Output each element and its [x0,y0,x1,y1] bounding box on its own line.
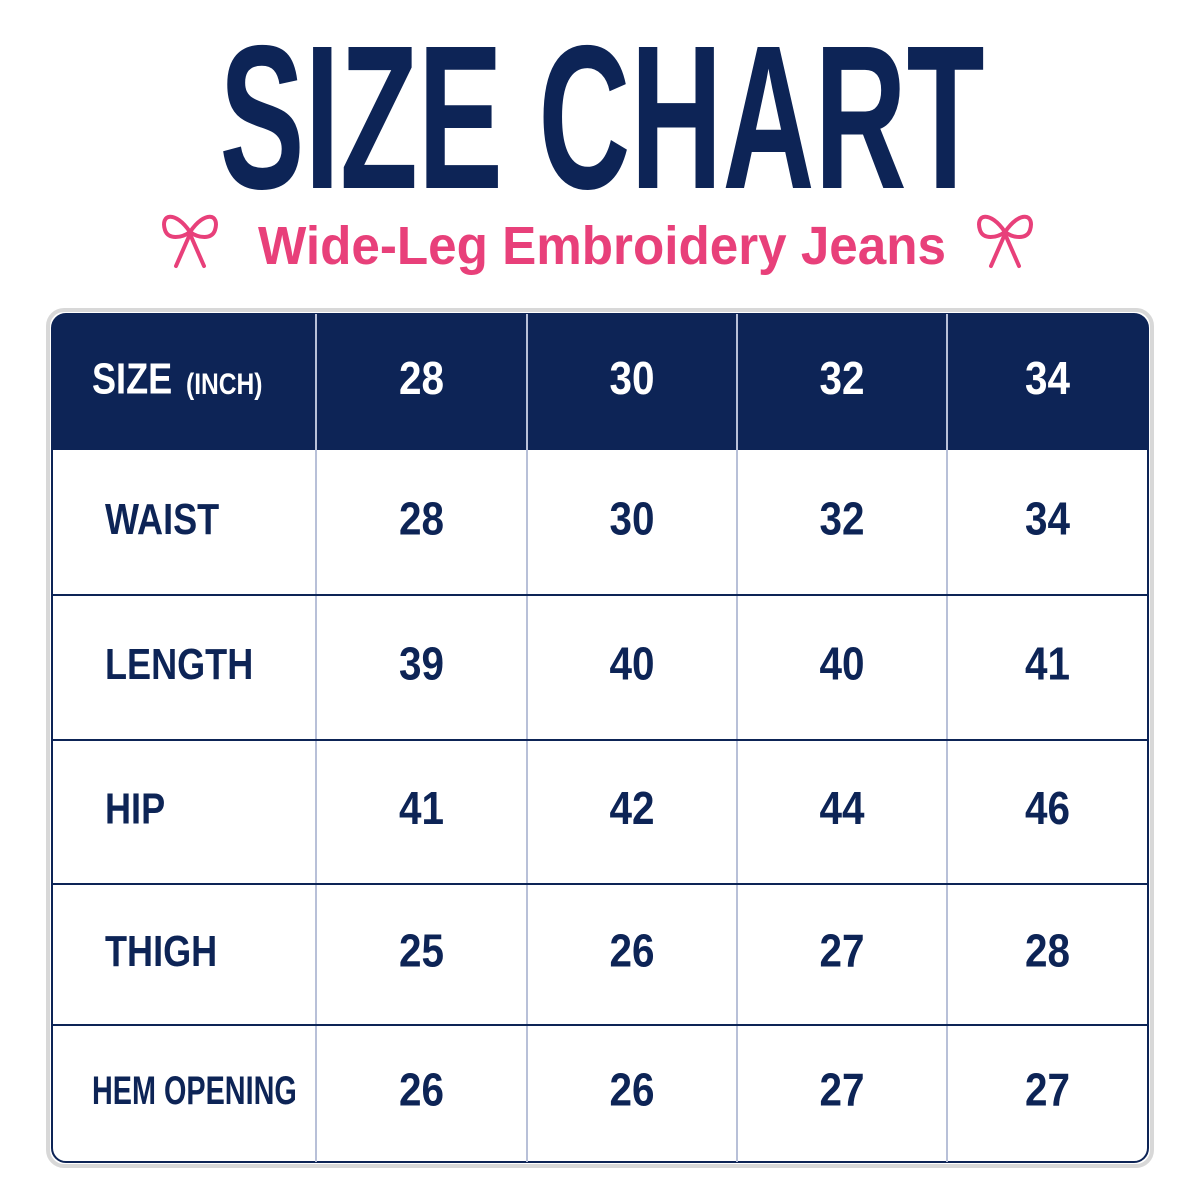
row-label: HEM OPENING [92,1068,297,1113]
cell-value: 26 [399,1065,444,1116]
cell-value: 28 [399,494,444,545]
cell-value: 41 [399,784,444,835]
bow-right [977,214,1033,268]
subtitle: Wide-Leg Embroidery Jeans [258,216,946,276]
cell-value: 25 [399,926,444,977]
row-label: LENGTH [105,640,253,689]
cell-value: 27 [819,926,864,977]
cell-value: 44 [819,784,864,835]
header-unit: (INCH) [186,367,262,401]
table-border [51,313,1149,1163]
row-label: HIP [105,784,165,833]
table-header-bg [52,314,1148,450]
cell-value: 30 [609,494,654,545]
cell-value: 27 [1025,1065,1070,1116]
cell-value: 34 [1025,494,1070,545]
cell-value: 28 [1025,926,1070,977]
bow-left [162,214,218,268]
cell-value: 26 [609,1065,654,1116]
row-label: THIGH [105,927,217,976]
header-size: 28 [399,354,444,405]
row-label: WAIST [105,495,220,544]
cell-value: 42 [609,784,654,835]
cell-value: 26 [609,926,654,977]
cell-value: 41 [1025,639,1070,690]
cell-value: 40 [609,639,654,690]
title: SIZE CHART [220,3,985,232]
cell-value: 39 [399,639,444,690]
cell-value: 46 [1025,784,1070,835]
header-size: 34 [1025,354,1070,405]
header-size: 32 [819,354,864,405]
table-shadow [46,308,1154,1168]
cell-value: 40 [819,639,864,690]
cell-value: 32 [819,494,864,545]
header-size: 30 [609,354,654,405]
header-label: SIZE [92,354,172,403]
cell-value: 27 [819,1065,864,1116]
